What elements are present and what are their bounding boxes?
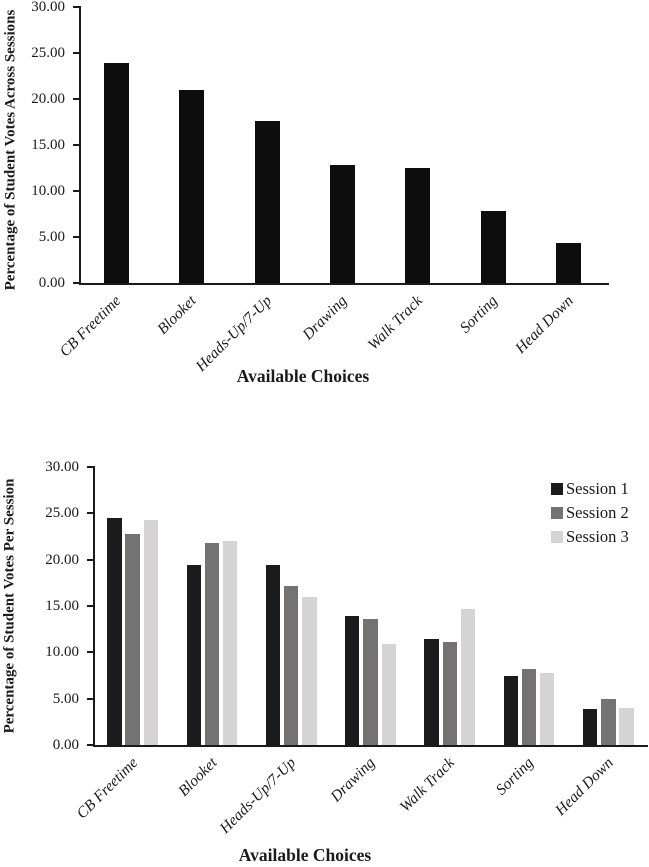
- x-category-label-head-down: Head Down: [552, 754, 617, 819]
- x-category-label-blooket: Blooket: [154, 292, 201, 338]
- y-tick-mark: [87, 605, 94, 607]
- y-tick-label: 5.00: [38, 229, 65, 245]
- x-axis-title: Available Choices: [238, 845, 372, 865]
- bar-drawing-session-1: [345, 616, 360, 745]
- bar-sorting-session-2: [521, 669, 537, 745]
- y-tick-mark: [87, 512, 94, 515]
- y-tick-label: 25.00: [45, 505, 79, 522]
- x-axis-line: [93, 745, 648, 747]
- y-tick-mark: [73, 98, 80, 100]
- y-tick-label: 20.00: [45, 551, 79, 568]
- x-category-label-heads-up-7-up: Heads-Up/7-Up: [192, 292, 276, 375]
- bar-cb-freetime-session-3: [143, 519, 158, 745]
- bar-blooket-session-2: [204, 542, 220, 745]
- x-category-label-head-down: Head Down: [511, 292, 577, 357]
- x-category-label-sorting: Sorting: [493, 754, 538, 799]
- y-tick-mark: [73, 144, 80, 146]
- x-category-label-walk-track: Walk Track: [364, 292, 427, 354]
- legend-swatch-session-1: [551, 483, 563, 495]
- x-category-label-drawing: Drawing: [299, 292, 351, 344]
- x-category-label-sorting: Sorting: [457, 292, 502, 337]
- y-tick-label: 15.00: [45, 598, 79, 614]
- y-tick-mark: [73, 282, 80, 284]
- legend-swatch-session-3: [551, 531, 563, 543]
- legend-label-session-3: Session 3: [566, 527, 629, 546]
- y-tick-mark: [87, 697, 94, 700]
- y-tick-mark: [87, 466, 94, 468]
- y-tick-mark: [73, 190, 80, 192]
- y-tick-label: 5.00: [52, 690, 79, 707]
- y-axis-title: Percentage of Student Votes Per Session: [1, 478, 18, 734]
- bar-drawing-session-2: [363, 618, 378, 745]
- bar-walk-track: [405, 168, 431, 283]
- bar-head-down-session-1: [583, 708, 598, 745]
- bar-sorting-session-1: [503, 676, 519, 745]
- y-axis-line: [79, 6, 81, 285]
- bar-cb-freetime: [104, 63, 129, 283]
- bar-heads-up-7-up-session-3: [302, 596, 317, 745]
- bar-cb-freetime-session-2: [125, 533, 140, 745]
- y-tick-mark: [73, 236, 80, 238]
- y-tick-label: 25.00: [31, 45, 65, 61]
- bar-sorting: [480, 211, 506, 283]
- bar-walk-track-session-3: [460, 608, 476, 745]
- legend-label-session-1: Session 1: [566, 479, 629, 498]
- y-tick-label: 10.00: [45, 644, 79, 661]
- y-tick-mark: [87, 744, 94, 746]
- bar-head-down: [555, 242, 581, 283]
- x-category-label-cb-freetime: CB Freetime: [72, 754, 141, 823]
- bar-blooket-session-1: [186, 565, 201, 745]
- bar-blooket: [179, 89, 205, 283]
- legend-swatch-session-2: [551, 507, 563, 519]
- bar-heads-up-7-up: [254, 121, 280, 283]
- y-tick-label: 0.00: [52, 737, 79, 753]
- x-axis-title: Available Choices: [236, 366, 370, 386]
- bar-walk-track-session-2: [442, 642, 457, 745]
- x-category-label-blooket: Blooket: [174, 754, 221, 800]
- y-axis-line: [93, 466, 95, 747]
- y-tick-label: 15.00: [31, 137, 65, 153]
- x-axis-line: [79, 283, 609, 285]
- bar-drawing-session-3: [381, 643, 396, 745]
- y-tick-label: 10.00: [31, 183, 65, 199]
- bar-drawing: [329, 165, 355, 283]
- bar-walk-track-session-1: [424, 639, 439, 745]
- y-tick-mark: [73, 6, 80, 8]
- bar-heads-up-7-up-session-1: [265, 565, 281, 745]
- x-category-label-walk-track: Walk Track: [396, 754, 459, 816]
- bar-head-down-session-3: [619, 707, 634, 745]
- bar-sorting-session-3: [540, 672, 555, 745]
- y-tick-mark: [87, 651, 94, 654]
- bar-heads-up-7-up-session-2: [284, 585, 299, 745]
- x-category-label-drawing: Drawing: [327, 754, 379, 806]
- x-category-label-cb-freetime: CB Freetime: [56, 292, 125, 361]
- legend-label-session-2: Session 2: [566, 503, 629, 522]
- y-tick-mark: [73, 52, 80, 54]
- x-category-label-heads-up-7-up: Heads-Up/7-Up: [216, 754, 300, 837]
- y-tick-label: 30.00: [31, 0, 65, 15]
- bar-head-down-session-2: [601, 698, 616, 745]
- y-tick-mark: [87, 558, 94, 561]
- bar-cb-freetime-session-1: [107, 517, 122, 745]
- y-tick-label: 30.00: [45, 459, 79, 475]
- y-axis-title: Percentage of Student Votes Across Sessi…: [2, 9, 19, 291]
- y-tick-label: 20.00: [31, 91, 65, 107]
- y-tick-label: 0.00: [38, 275, 65, 291]
- bar-blooket-session-3: [222, 541, 238, 745]
